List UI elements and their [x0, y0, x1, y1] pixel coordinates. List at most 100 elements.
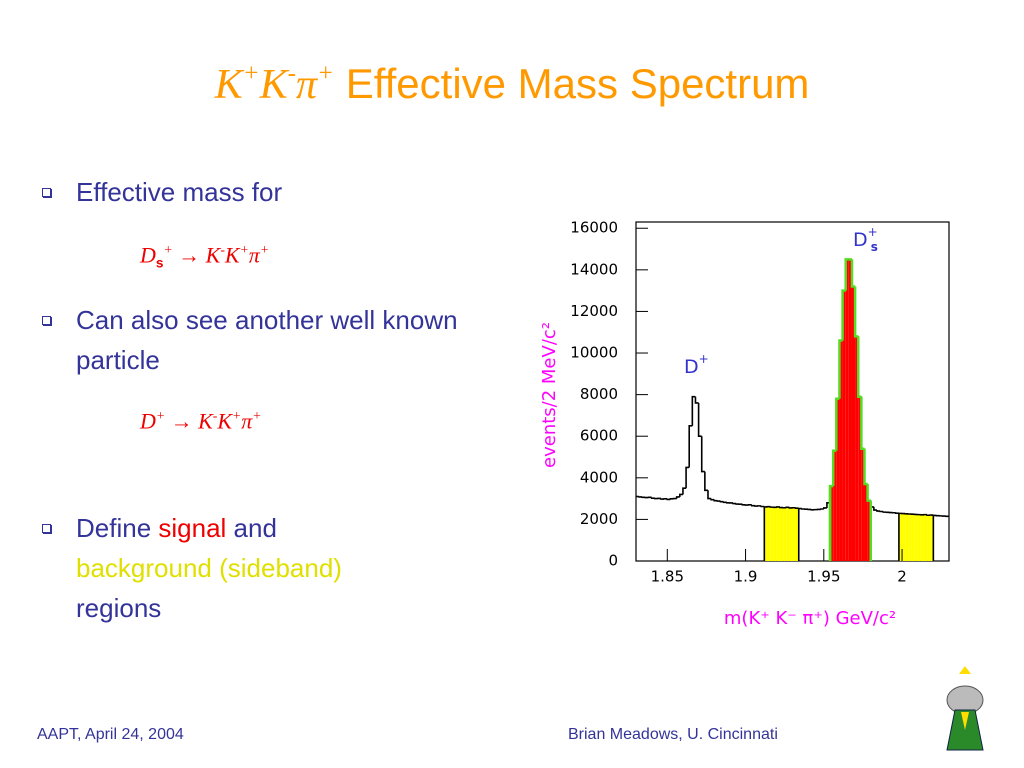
region-bar	[786, 507, 790, 561]
background-word: background (sideband)	[76, 553, 342, 583]
region-bar	[789, 507, 793, 561]
histogram-step	[713, 499, 718, 502]
histogram-step	[685, 466, 690, 489]
symbol: K	[214, 62, 243, 108]
y-tick-label: 10000	[570, 344, 618, 362]
formula: D+ → K-K+π+	[140, 408, 261, 434]
superscript: +	[242, 60, 260, 88]
superscript: -	[212, 408, 218, 423]
region-bar	[839, 340, 843, 561]
symbol: π	[248, 242, 260, 268]
superscript: +	[232, 408, 242, 423]
bullet-text: Can also see another well known particle	[76, 305, 465, 375]
symbol: D	[140, 242, 156, 268]
region-bar	[855, 336, 859, 561]
superscript: -	[287, 60, 296, 88]
symbol: K	[198, 408, 213, 434]
formula: Ds+ → K-K+π+	[140, 242, 269, 271]
histogram-step	[779, 506, 784, 509]
region-outline	[844, 258, 849, 291]
region-bar	[792, 507, 796, 561]
bullet-text: and	[226, 513, 277, 543]
arrow: →	[165, 408, 199, 434]
region-bar	[776, 506, 780, 561]
histogram-step	[788, 507, 793, 509]
peak-label: D+	[684, 352, 709, 378]
histogram-step	[669, 498, 674, 500]
histogram-step	[679, 493, 683, 497]
region-bar	[833, 450, 837, 561]
symbol: K	[205, 242, 221, 268]
superscript: +	[239, 242, 249, 257]
histogram-step	[760, 505, 765, 508]
region-bar	[858, 396, 862, 561]
region-bar	[842, 290, 846, 561]
region-bar	[902, 513, 906, 561]
region-bar	[898, 513, 903, 561]
region-bar	[930, 515, 934, 561]
histogram-step	[876, 510, 881, 512]
mascot	[946, 666, 984, 751]
footer-left: AAPT, April 24, 2004	[37, 726, 184, 743]
histogram-step	[682, 487, 687, 495]
subscript: s	[155, 255, 164, 271]
y-tick-label: 16000	[570, 219, 618, 237]
region-outline	[841, 289, 846, 341]
title-formula: K+K-π+	[214, 60, 335, 108]
region-bar	[917, 514, 921, 561]
y-tick-label: 14000	[570, 260, 618, 278]
superscript: +	[317, 60, 335, 88]
footer-right: Brian Meadows, U. Cincinnati	[568, 726, 778, 743]
x-tick-label: 2	[897, 568, 907, 586]
peak-superscript: +	[699, 352, 709, 366]
superscript: +	[252, 408, 262, 423]
slide-title: K+K-π+ Effective Mass Spectrum	[0, 60, 1024, 109]
symbol: π	[295, 62, 318, 108]
region-outline	[853, 286, 859, 338]
arrow: →	[172, 242, 206, 268]
histogram-step	[697, 402, 702, 438]
histogram-step	[691, 395, 696, 426]
y-tick-label: 12000	[570, 302, 618, 320]
histogram-step	[694, 396, 699, 404]
histogram-step	[675, 496, 680, 499]
region-bar	[851, 286, 856, 561]
histogram-step	[732, 502, 737, 505]
superscript: -	[220, 242, 225, 257]
superscript: +	[163, 242, 173, 257]
peak-subscript: s	[871, 240, 878, 254]
region-outline	[860, 396, 865, 450]
histogram-step	[704, 471, 708, 492]
y-axis-label: events/2 MeV/c²	[539, 322, 560, 468]
region-outline	[856, 336, 862, 398]
region-bar	[905, 513, 909, 561]
region-bar	[779, 507, 784, 561]
x-tick-label: 1.95	[807, 568, 840, 586]
region-bar	[908, 513, 912, 561]
peak-symbol: D	[853, 229, 868, 251]
symbol: K	[259, 62, 288, 108]
region-bar	[861, 448, 865, 561]
bullet-text: Effective mass for	[76, 177, 283, 207]
y-tick-label: 4000	[580, 468, 618, 486]
histogram-step	[666, 498, 671, 501]
peak-superscript: +	[868, 225, 878, 239]
histogram-step	[741, 504, 746, 506]
histogram-step	[873, 506, 878, 511]
region-outline	[828, 484, 834, 561]
region-bar	[927, 515, 931, 561]
region-outline	[863, 448, 868, 486]
region-bar	[911, 514, 915, 561]
region-bar	[867, 500, 871, 561]
y-tick-label: 0	[608, 552, 618, 570]
region-bar	[923, 514, 928, 561]
region-bar	[773, 507, 777, 561]
histogram-step	[719, 500, 724, 503]
histogram-step	[707, 490, 712, 500]
histogram-step	[660, 498, 665, 500]
region-bar	[783, 507, 787, 561]
histogram-step	[882, 511, 887, 513]
region-bar	[848, 259, 852, 561]
